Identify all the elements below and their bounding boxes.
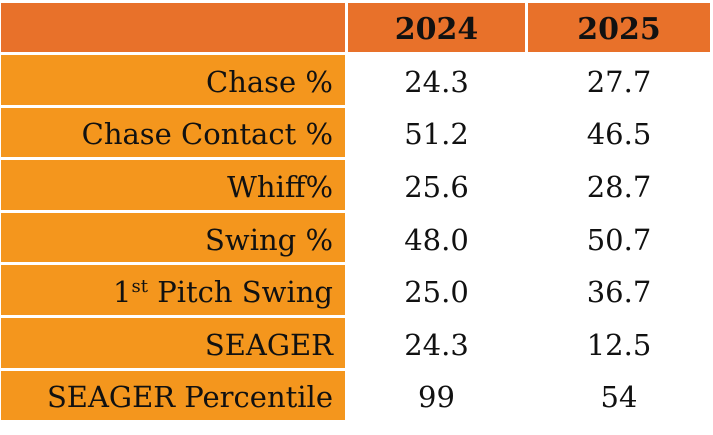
cell-seager-2025: 12.5 [528, 317, 710, 371]
header-blank-cell [1, 3, 348, 55]
cell-first-pitch-swing-2025: 36.7 [528, 265, 710, 318]
header-2025: 2025 [528, 3, 710, 55]
cell-first-pitch-swing-2024: 25.0 [348, 265, 528, 318]
cell-whiff-2024: 25.6 [348, 160, 528, 213]
row-label-seager-percentile: SEAGER Percentile [1, 370, 348, 424]
cell-whiff-2025: 28.7 [528, 160, 710, 213]
first-pitch-number: 1 [113, 275, 132, 310]
cell-chase-contact-2024: 51.2 [348, 107, 528, 161]
cell-seager-percentile-2025: 54 [528, 370, 710, 424]
cell-seager-2024: 24.3 [348, 317, 528, 371]
cell-swing-2025: 50.7 [528, 212, 710, 266]
cell-chase-contact-2025: 46.5 [528, 107, 710, 161]
row-label-whiff: Whiff% [1, 160, 348, 213]
cell-seager-percentile-2024: 99 [348, 370, 528, 424]
row-label-seager: SEAGER [1, 317, 348, 371]
header-2024: 2024 [348, 3, 528, 55]
cell-chase-2025: 27.7 [528, 55, 710, 108]
first-pitch-rest: Pitch Swing [147, 275, 333, 310]
first-pitch-ordinal-suffix: st [131, 275, 148, 297]
cell-chase-2024: 24.3 [348, 55, 528, 108]
row-label-chase: Chase % [1, 55, 348, 108]
cell-swing-2024: 48.0 [348, 212, 528, 266]
stats-table: 2024 2025 Chase % 24.3 27.7 Chase Contac… [1, 3, 710, 424]
row-label-swing: Swing % [1, 212, 348, 266]
row-label-chase-contact: Chase Contact % [1, 107, 348, 161]
